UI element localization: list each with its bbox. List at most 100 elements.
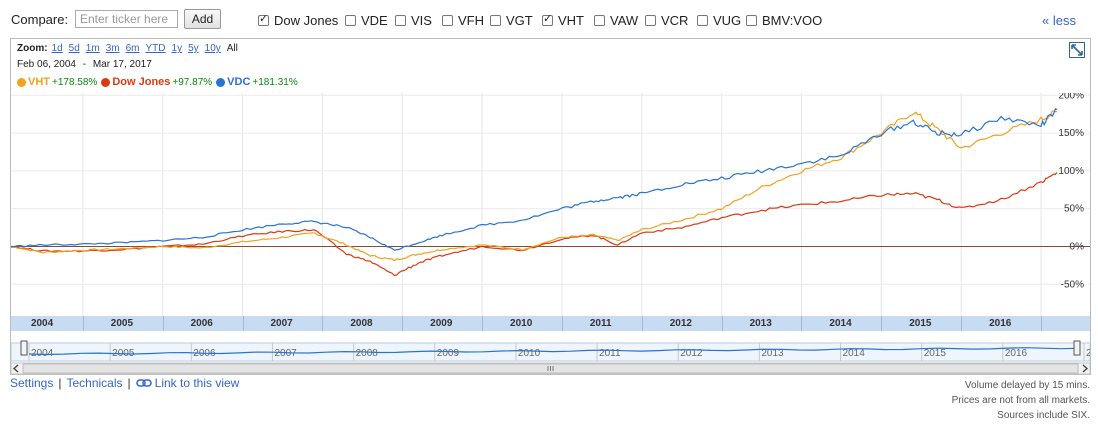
checkbox-icon[interactable] bbox=[746, 14, 757, 26]
navigator-year-label: 2016 bbox=[1005, 348, 1028, 359]
zoom-option-6m[interactable]: 6m bbox=[125, 43, 140, 54]
checkbox-icon[interactable] bbox=[345, 14, 356, 26]
zoom-option-1d[interactable]: 1d bbox=[51, 43, 63, 54]
navigator-left-handle[interactable] bbox=[20, 340, 28, 356]
zoom-option-5y[interactable]: 5y bbox=[188, 43, 199, 54]
year-label: 2008 bbox=[350, 318, 373, 329]
checkbox-icon[interactable] bbox=[395, 14, 406, 26]
year-axis-band: 2004 2005 2006 2007 2008 2009 2010 2011 2012 2013… bbox=[11, 316, 1090, 331]
zoom-option-5d[interactable]: 5d bbox=[68, 43, 80, 54]
year-label: 2006 bbox=[190, 318, 213, 329]
checkbox-icon[interactable] bbox=[490, 14, 501, 26]
link-to-view-link[interactable]: Link to this view bbox=[154, 376, 240, 390]
year-band-tick bbox=[801, 316, 803, 331]
ticker-checkbox-vfh[interactable]: VFH bbox=[442, 12, 484, 28]
checkbox-icon[interactable] bbox=[258, 12, 269, 26]
year-label: 2005 bbox=[110, 318, 134, 329]
zoom-option-1y[interactable]: 1y bbox=[171, 43, 183, 54]
checkbox-icon[interactable] bbox=[697, 14, 708, 26]
year-label: 2010 bbox=[510, 318, 533, 329]
scroll-grip-icon[interactable] bbox=[547, 366, 554, 371]
checkbox-icon[interactable] bbox=[442, 14, 453, 26]
year-band-tick bbox=[482, 316, 484, 331]
ticker-checkbox-vht[interactable]: VHT bbox=[542, 12, 584, 28]
year-band-tick bbox=[961, 316, 963, 331]
year-band-tick bbox=[1041, 316, 1043, 331]
y-tick-label: 100% bbox=[1058, 166, 1084, 177]
zoom-option-ytd[interactable]: YTD bbox=[145, 43, 166, 54]
year-label: 2011 bbox=[589, 318, 612, 329]
navigator-year-label: 2007 bbox=[274, 348, 297, 359]
legend-change: +97.87% bbox=[172, 76, 213, 88]
ticker-checkbox-vaw[interactable]: VAW bbox=[594, 12, 638, 28]
navigator-year-label: 2011 bbox=[599, 348, 621, 359]
ticker-label: VHT bbox=[558, 12, 584, 28]
range-navigator[interactable]: 2004 2005 2006 2007 2008 2009 2010 2011 2012 2013… bbox=[11, 339, 1090, 375]
ticker-label: VAW bbox=[610, 12, 639, 28]
y-tick-label: 200% bbox=[1058, 93, 1084, 101]
technicals-link[interactable]: Technicals bbox=[66, 376, 123, 390]
less-link[interactable]: « less bbox=[1042, 13, 1076, 28]
legend-item-vht[interactable]: VHT +178.58% bbox=[17, 76, 97, 88]
ticker-checkbox-dow-jones[interactable]: Dow Jones bbox=[258, 12, 338, 28]
year-band-tick bbox=[721, 316, 723, 331]
date-range-separator: - bbox=[82, 59, 87, 70]
ticker-input[interactable] bbox=[75, 10, 178, 28]
year-label: 2013 bbox=[749, 318, 772, 329]
add-ticker-button[interactable]: Add bbox=[184, 9, 221, 29]
year-label: 2004 bbox=[30, 318, 54, 329]
price-chart[interactable]: 200% 150% 100% 50% 0% -50% bbox=[11, 93, 1090, 316]
ticker-label: VGT bbox=[506, 12, 533, 28]
legend: VHT +178.58% Dow Jones +97.87% VDC +181.31% bbox=[17, 76, 302, 88]
settings-link[interactable]: Settings bbox=[10, 376, 54, 390]
footer-note-prices: Prices are not from all markets. bbox=[951, 395, 1090, 406]
chain-link-icon[interactable] bbox=[135, 378, 152, 388]
zoom-option-all[interactable]: All bbox=[226, 43, 238, 54]
ticker-checkbox-vcr[interactable]: VCR bbox=[645, 12, 688, 28]
year-label: 2007 bbox=[270, 318, 293, 329]
navigator-right-handle[interactable] bbox=[1073, 340, 1081, 356]
navigator-year-label: 2008 bbox=[356, 348, 379, 359]
zoom-option-1m[interactable]: 1m bbox=[85, 43, 100, 54]
expand-arrows-icon[interactable] bbox=[1069, 42, 1085, 58]
ticker-checkbox-bmv-voo[interactable]: BMV:VOO bbox=[746, 12, 822, 28]
footer-note-volume: Volume delayed by 15 mins. bbox=[964, 380, 1090, 391]
year-band-tick bbox=[561, 316, 563, 331]
zoom-option-3m[interactable]: 3m bbox=[105, 43, 120, 54]
series-line-vdc bbox=[11, 108, 1058, 251]
navigator-year-label: 2010 bbox=[518, 348, 541, 359]
series-line-dow-jones bbox=[11, 172, 1058, 277]
zoom-controls: Zoom: 1d 5d 1m 3m 6m YTD 1y 5y 10y All bbox=[17, 43, 238, 54]
ticker-checkbox-vde[interactable]: VDE bbox=[345, 12, 388, 28]
compare-toolbar: Compare: Add Dow Jones VDE VIS VFH VGT VHT VAW… bbox=[0, 0, 1098, 38]
navigator-year-label: 2017 bbox=[1086, 348, 1090, 359]
zoom-option-10y[interactable]: 10y bbox=[204, 43, 221, 54]
year-band-tick bbox=[641, 316, 643, 331]
date-range-end: Mar 17, 2017 bbox=[92, 59, 152, 70]
ticker-checkbox-vis[interactable]: VIS bbox=[395, 12, 432, 28]
footer-note-sources: Sources include SIX. bbox=[997, 410, 1090, 421]
checkbox-icon[interactable] bbox=[542, 12, 553, 26]
checkbox-icon[interactable] bbox=[594, 14, 605, 26]
navigator-year-label: 2009 bbox=[437, 348, 460, 359]
legend-name: VDC bbox=[227, 76, 251, 88]
navigator-year-label: 2013 bbox=[761, 348, 784, 359]
navigator-year-label: 2012 bbox=[680, 348, 703, 359]
year-band-tick bbox=[82, 316, 84, 331]
ticker-label: VUG bbox=[713, 12, 742, 28]
year-label: 2012 bbox=[669, 318, 692, 329]
date-range-start: Feb 06, 2004 bbox=[17, 59, 76, 70]
ticker-label: BMV:VOO bbox=[762, 12, 823, 28]
y-tick-label: 0% bbox=[1070, 241, 1085, 252]
legend-item-dow-jones[interactable]: Dow Jones +97.87% bbox=[101, 76, 212, 88]
year-band-tick bbox=[242, 316, 244, 331]
checkbox-icon[interactable] bbox=[645, 14, 656, 26]
ticker-label: VFH bbox=[458, 12, 484, 28]
scroll-left-arrow-icon[interactable] bbox=[12, 364, 19, 373]
year-band-tick bbox=[162, 316, 164, 331]
ticker-checkbox-vug[interactable]: VUG bbox=[697, 12, 741, 28]
legend-item-vdc[interactable]: VDC +181.31% bbox=[216, 76, 298, 88]
scroll-right-arrow-icon[interactable] bbox=[1082, 364, 1089, 373]
ticker-checkbox-vgt[interactable]: VGT bbox=[490, 12, 533, 28]
navigator-year-label: 2004 bbox=[31, 348, 54, 359]
